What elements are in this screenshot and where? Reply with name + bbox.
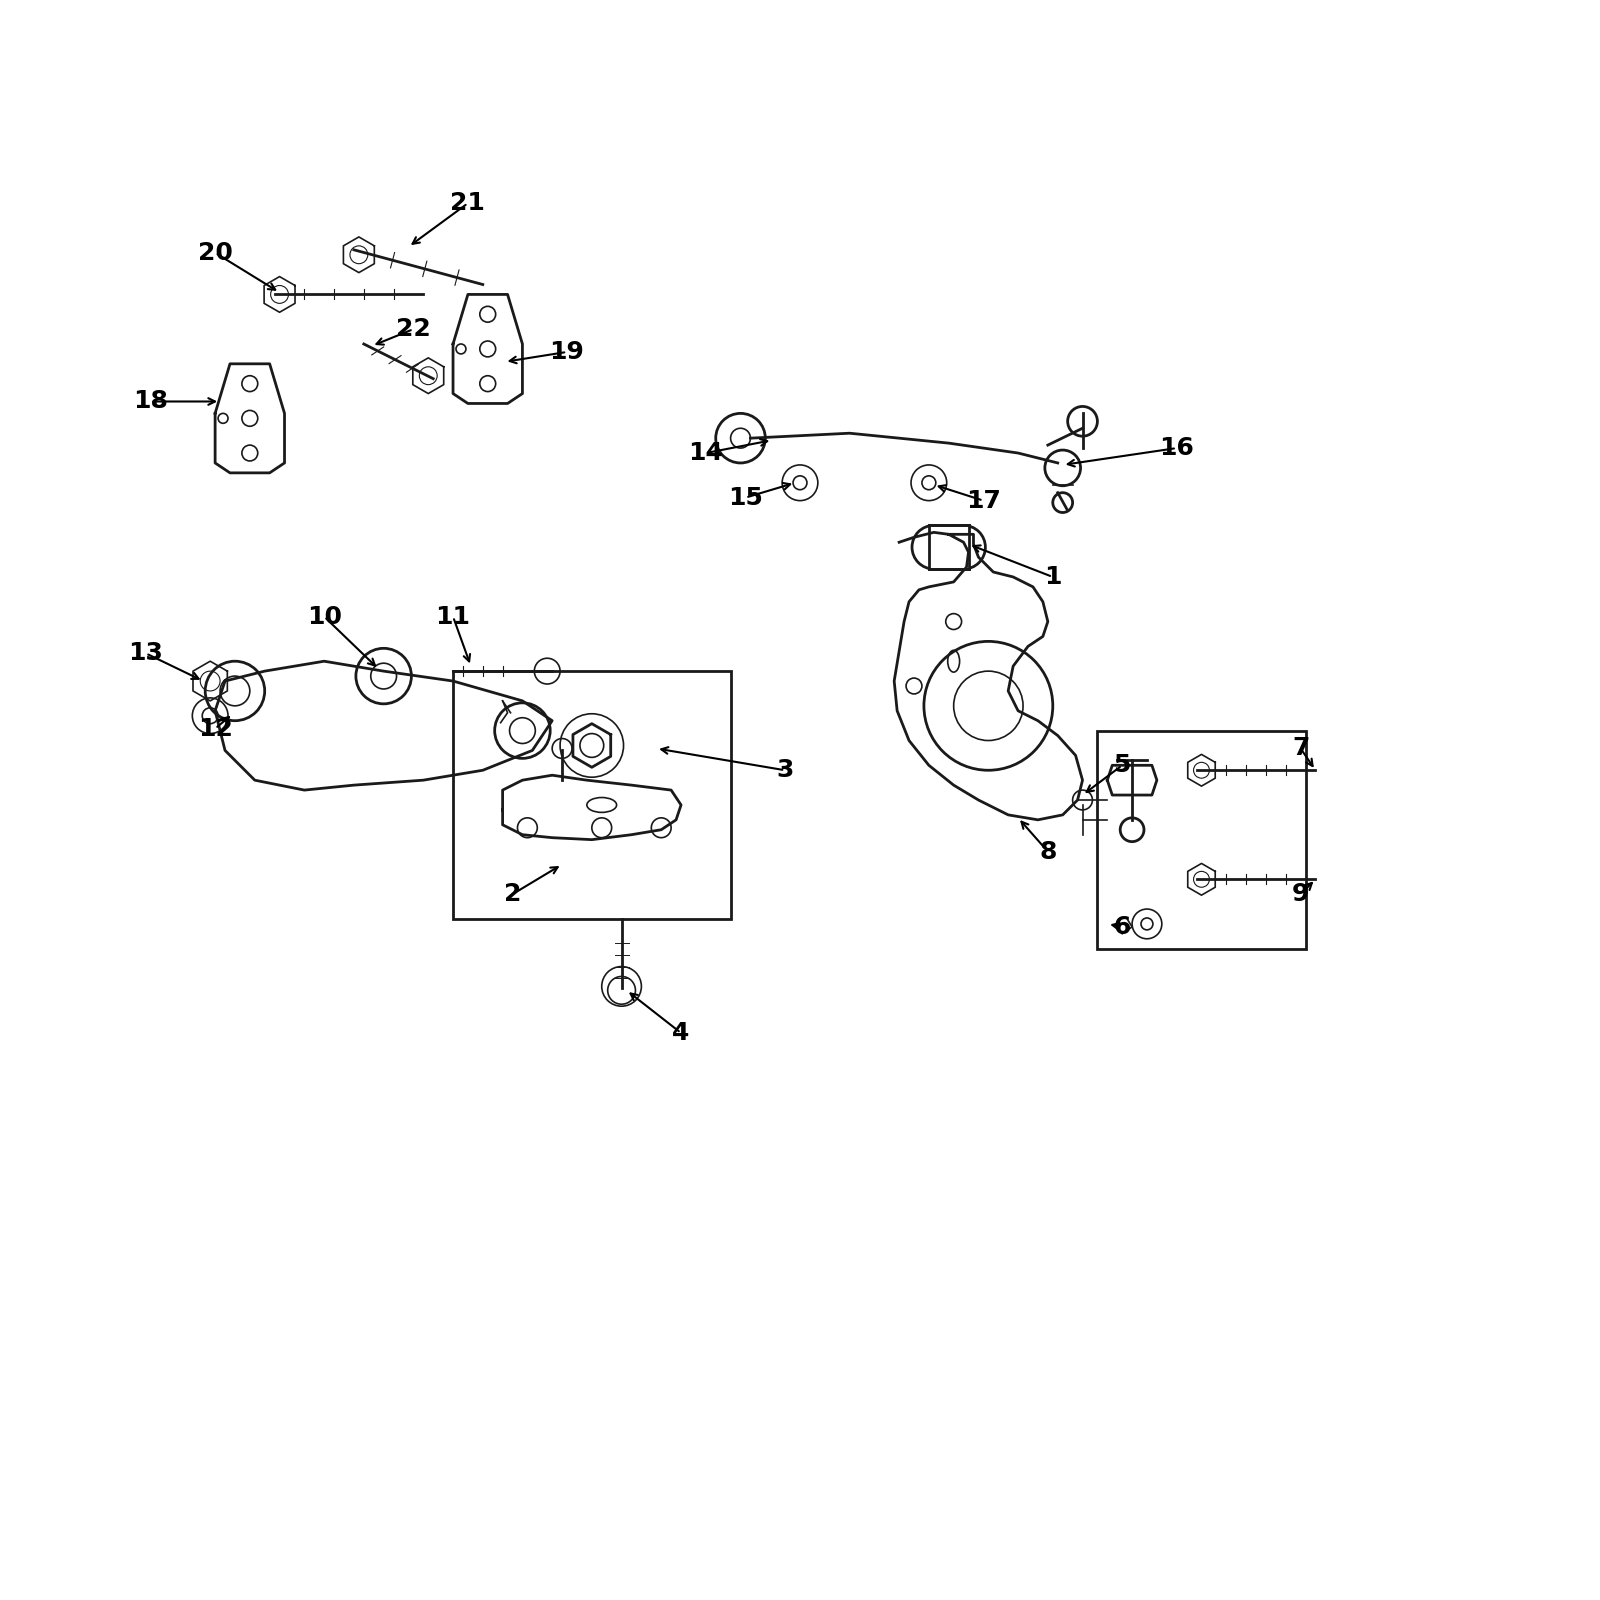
Text: 14: 14 (688, 442, 723, 466)
Circle shape (608, 976, 635, 1005)
Text: 5: 5 (1114, 754, 1131, 778)
Text: 6: 6 (1114, 915, 1131, 939)
Text: 1: 1 (1045, 565, 1061, 589)
Bar (1098, 731, 1306, 949)
Bar (930, 525, 968, 570)
Text: 20: 20 (198, 240, 232, 264)
Text: 12: 12 (198, 717, 232, 741)
Text: 16: 16 (1160, 437, 1194, 461)
Text: 10: 10 (307, 605, 342, 629)
Text: 2: 2 (504, 882, 522, 906)
Text: 22: 22 (397, 317, 430, 341)
Text: 17: 17 (966, 488, 1002, 512)
Text: 11: 11 (435, 605, 470, 629)
Text: 9: 9 (1291, 882, 1309, 906)
Bar (453, 670, 731, 918)
Text: 18: 18 (133, 389, 168, 413)
Text: 21: 21 (451, 192, 485, 216)
Text: 13: 13 (128, 642, 163, 666)
Text: 19: 19 (550, 339, 584, 363)
Text: 7: 7 (1291, 736, 1309, 760)
Text: 4: 4 (672, 1021, 690, 1045)
Text: 8: 8 (1038, 840, 1056, 864)
Text: 15: 15 (728, 486, 763, 510)
Text: 3: 3 (776, 758, 794, 782)
